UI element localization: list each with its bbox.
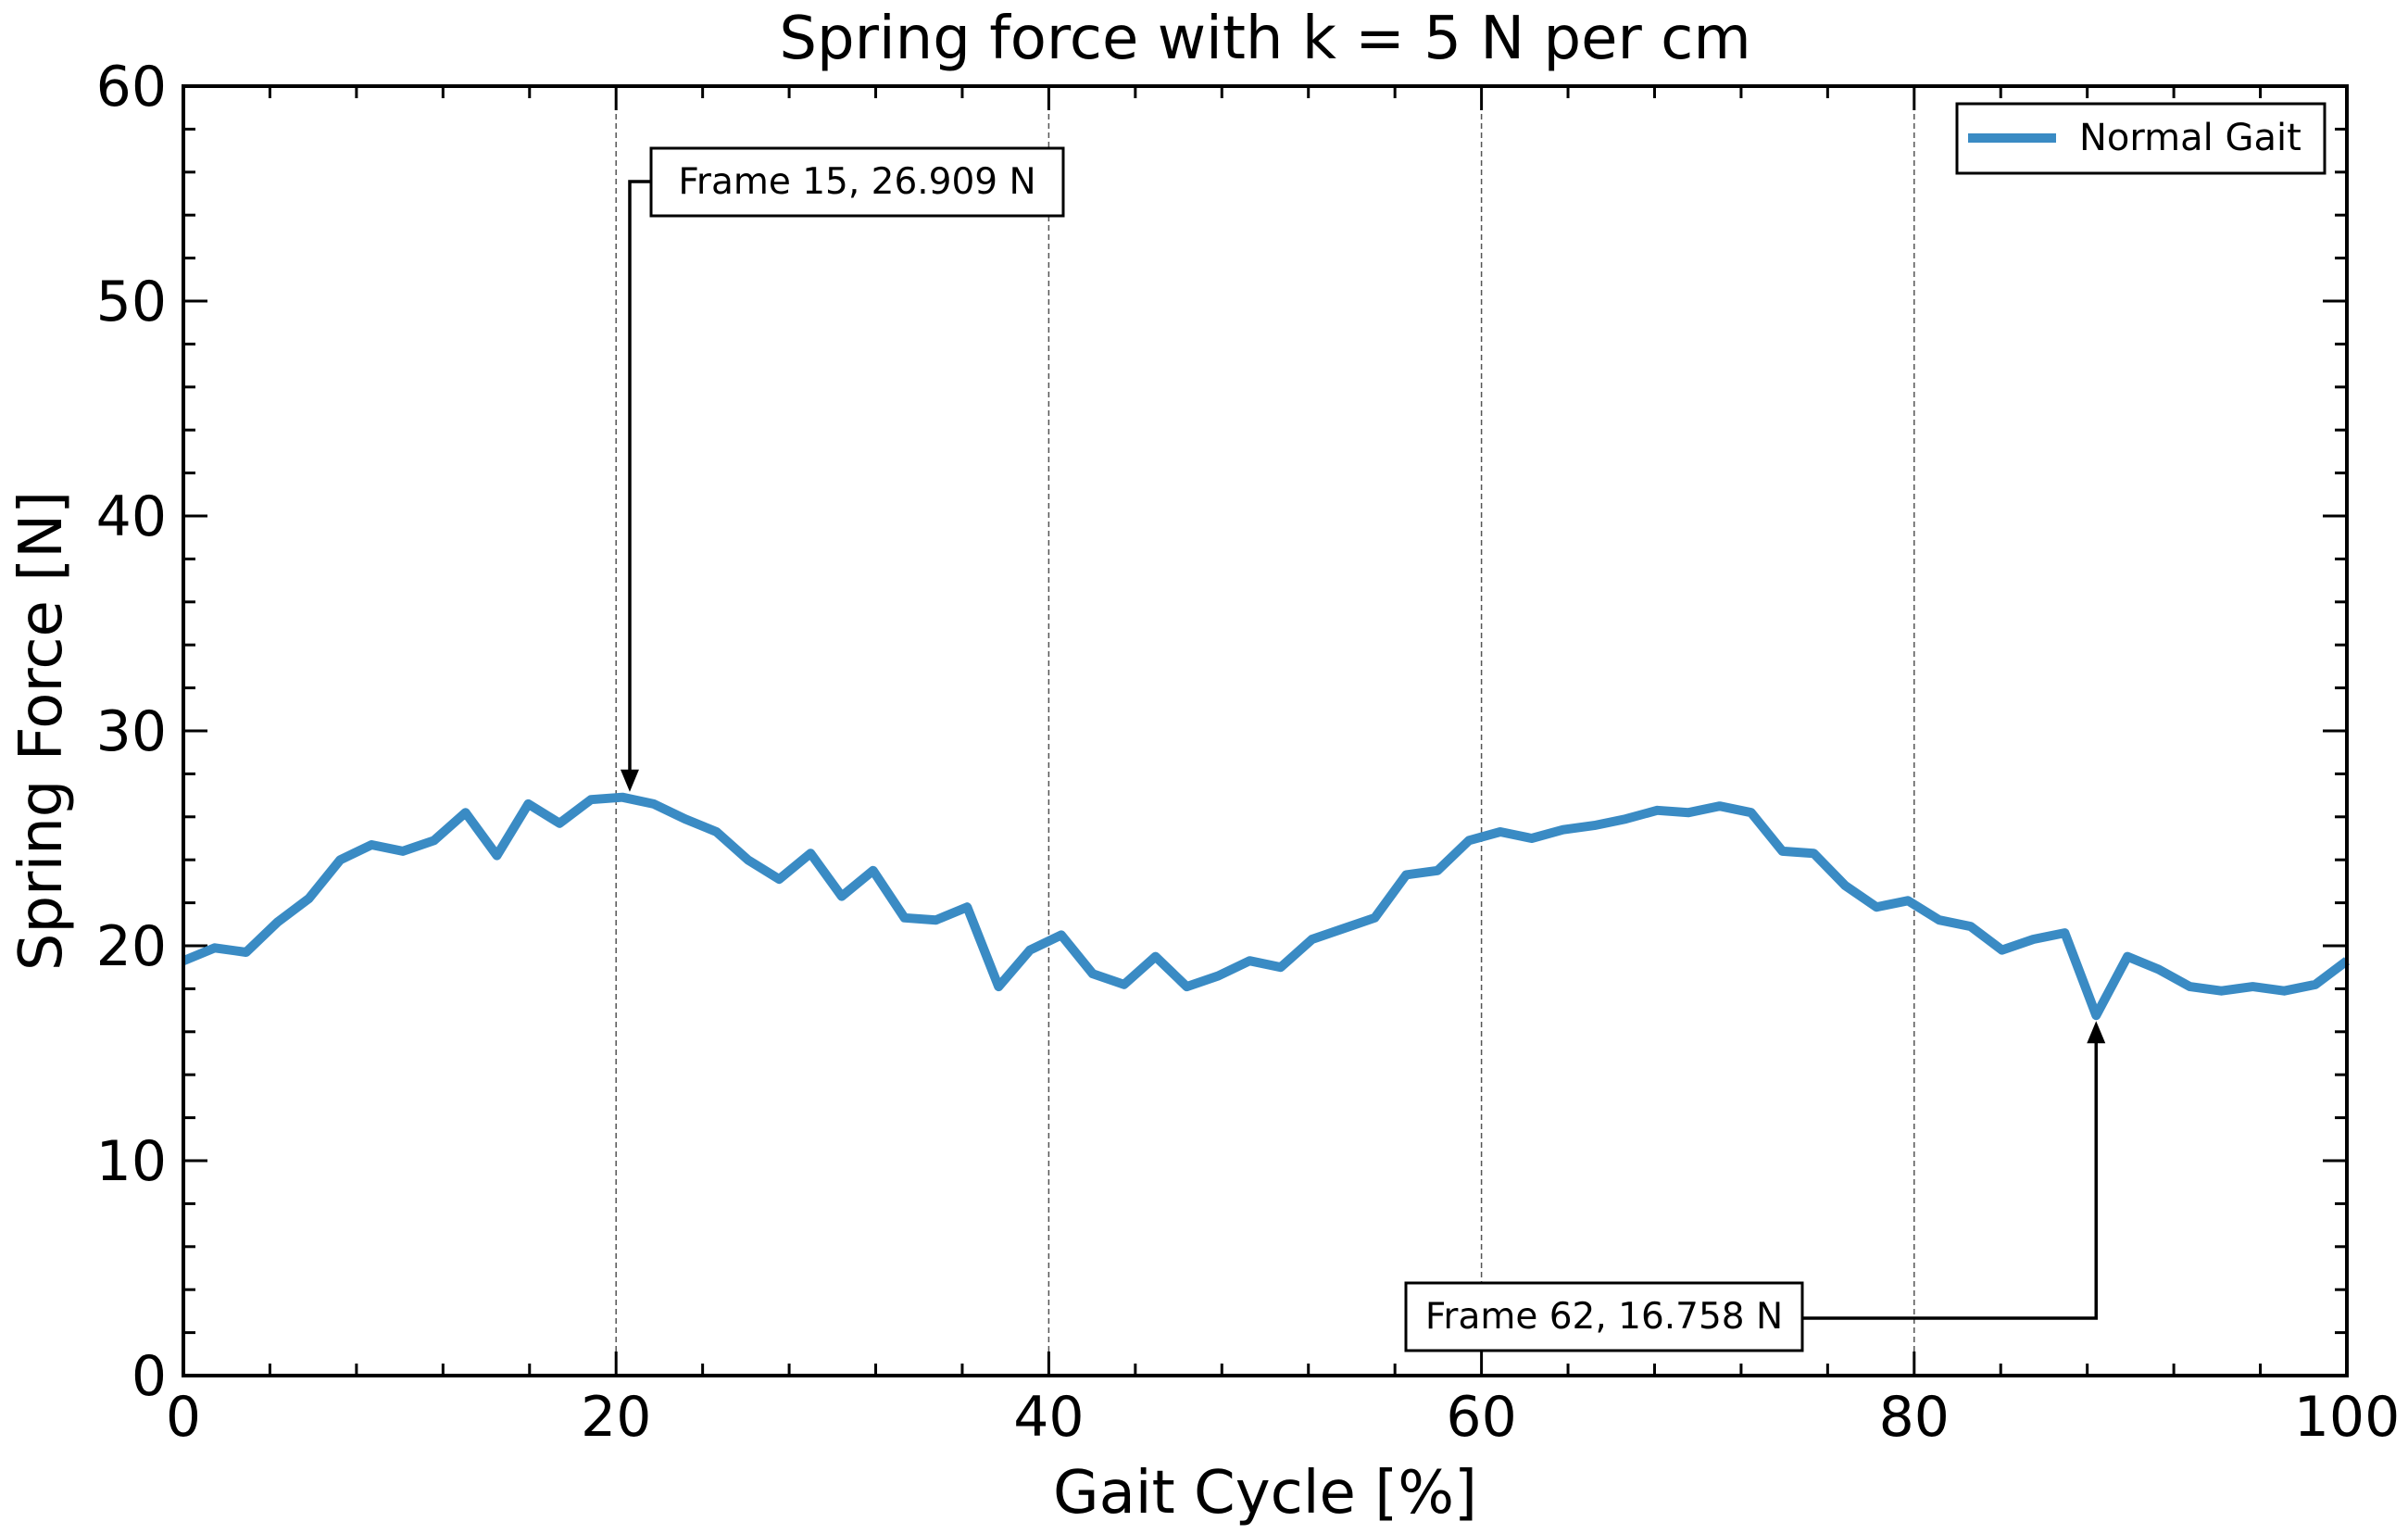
y-tick-label-0: 0 — [132, 1344, 167, 1409]
series-layer — [182, 792, 2351, 1021]
annotations-layer: Frame 15, 26.909 N Frame 62, 16.758 N — [620, 146, 2106, 1352]
y-tick-label-30: 30 — [96, 699, 167, 764]
tick-labels: 0 20 40 60 80 100 0 10 20 30 40 50 60 — [96, 55, 2401, 1450]
chart-title: Spring force with k = 5 N per cm — [779, 5, 1750, 73]
x-tick-label-20: 20 — [581, 1385, 651, 1450]
annotation-box-peak — [649, 146, 1065, 218]
annotation-connector-peak — [628, 180, 651, 773]
y-tick-label-40: 40 — [96, 484, 167, 549]
x-axis-label: Gait Cycle [%] — [1053, 1459, 1477, 1528]
annotation-text-peak: Frame 15, 26.909 N — [678, 161, 1035, 203]
x-tick-label-60: 60 — [1446, 1385, 1516, 1450]
annotation-box-trough — [1404, 1281, 1804, 1352]
legend: Normal Gait — [1955, 102, 2326, 175]
annotation-connector-trough — [1802, 1039, 2099, 1320]
x-tick-label-100: 100 — [2294, 1385, 2401, 1450]
series-line-normal-gait — [182, 792, 2351, 1021]
y-tick-label-10: 10 — [96, 1129, 167, 1194]
y-tick-label-20: 20 — [96, 914, 167, 979]
vertical-gridlines — [615, 86, 1915, 1376]
y-tick-label-50: 50 — [96, 270, 167, 334]
x-tick-label-80: 80 — [1879, 1385, 1950, 1450]
legend-label-normal-gait: Normal Gait — [2079, 117, 2301, 159]
x-tick-label-0: 0 — [166, 1385, 201, 1450]
annotation-arrowhead-peak — [620, 769, 639, 792]
y-tick-label-60: 60 — [96, 55, 167, 119]
annotation-arrowhead-trough — [2087, 1021, 2106, 1044]
axis-ticks — [182, 84, 2349, 1377]
plot-frame — [182, 84, 2349, 1377]
x-tick-label-40: 40 — [1013, 1385, 1084, 1450]
y-axis-label: Spring Force [N] — [7, 491, 76, 971]
annotation-text-trough: Frame 62, 16.758 N — [1425, 1296, 1783, 1338]
